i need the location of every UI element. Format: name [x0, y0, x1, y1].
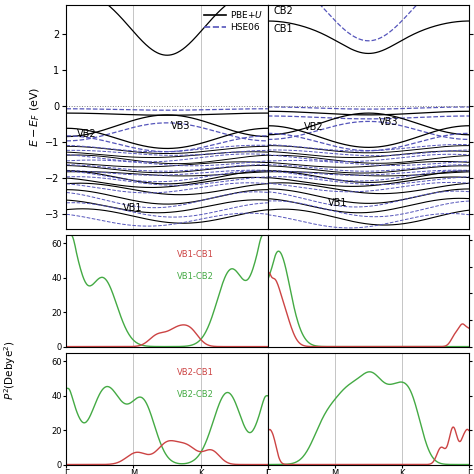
Text: VB3: VB3	[379, 117, 398, 127]
Text: VB2: VB2	[76, 128, 96, 138]
Text: VB3: VB3	[171, 121, 191, 131]
Text: VB2: VB2	[304, 122, 324, 132]
Legend: PBE+$U$, HSE06: PBE+$U$, HSE06	[204, 9, 263, 32]
Text: VB1-CB1: VB1-CB1	[177, 250, 214, 259]
Text: VB2-CB1: VB2-CB1	[177, 368, 214, 377]
Text: VB1: VB1	[123, 203, 142, 213]
Text: $P^2$(Debye$^2$): $P^2$(Debye$^2$)	[2, 340, 18, 400]
Text: CB1: CB1	[274, 24, 293, 34]
Text: CB2: CB2	[274, 6, 293, 16]
Text: VB1-CB2: VB1-CB2	[177, 273, 214, 282]
Text: VB2-CB2: VB2-CB2	[177, 391, 214, 399]
Y-axis label: $E-E_F$ (eV): $E-E_F$ (eV)	[28, 87, 42, 147]
Text: VB1: VB1	[328, 198, 348, 208]
